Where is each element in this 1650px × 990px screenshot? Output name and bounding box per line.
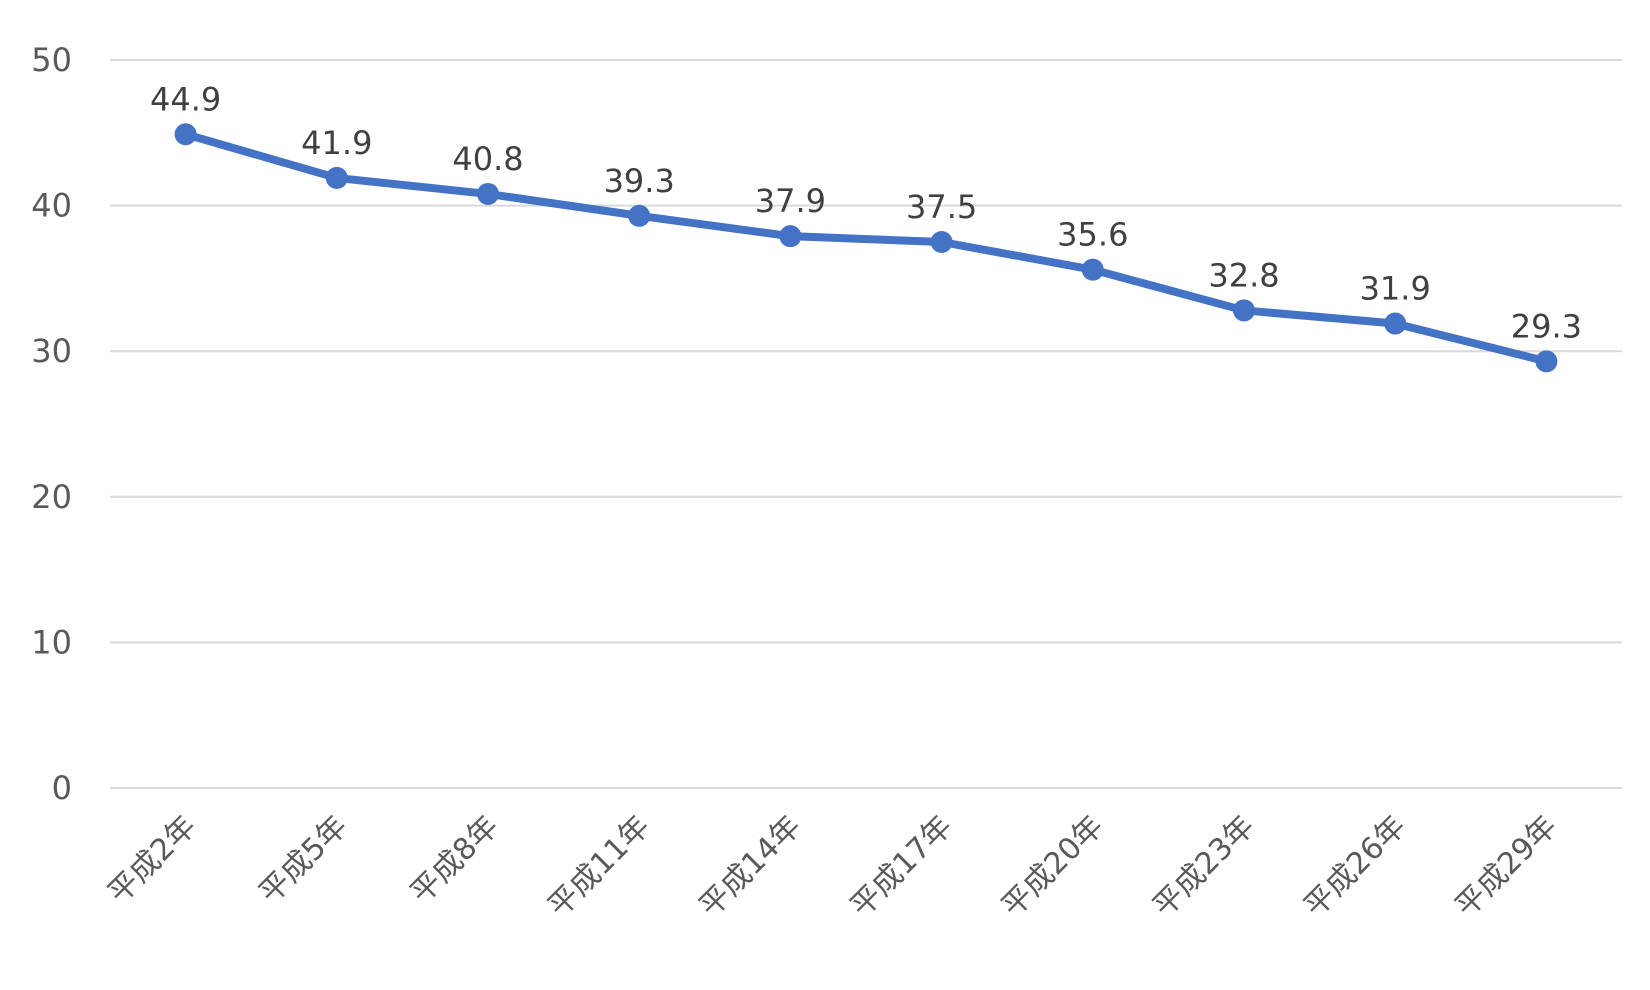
- data-label: 37.5: [906, 188, 977, 226]
- data-label: 29.3: [1511, 307, 1582, 345]
- data-labels: 44.9 41.9 40.8 39.3 37.9 37.5 35.6 32.8 31.9 29.3: [150, 80, 1582, 345]
- x-tick-label: 平成20年: [995, 809, 1110, 924]
- y-axis-labels: 0 10 20 30 40 50: [31, 41, 72, 807]
- series-line: [181, 130, 1551, 366]
- data-label: 41.9: [301, 124, 372, 162]
- data-point: [628, 204, 651, 227]
- gridlines: [110, 59, 1622, 789]
- data-point: [1081, 258, 1104, 281]
- x-tick-label: 平成23年: [1146, 809, 1261, 924]
- data-label: 32.8: [1208, 256, 1279, 294]
- data-point: [1384, 312, 1407, 335]
- y-tick-label: 10: [31, 623, 72, 661]
- data-point: [1233, 299, 1255, 322]
- x-tick-label: 平成2年: [101, 809, 203, 911]
- data-label: 31.9: [1360, 270, 1431, 308]
- data-point: [477, 182, 499, 205]
- data-label: 37.9: [755, 182, 826, 220]
- data-point: [779, 225, 802, 248]
- data-label: 35.6: [1057, 216, 1128, 254]
- series-group: [174, 123, 1558, 373]
- y-tick-label: 40: [31, 187, 72, 225]
- y-tick-label: 50: [31, 41, 72, 79]
- x-tick-label: 平成5年: [253, 809, 355, 911]
- data-point: [1535, 350, 1558, 373]
- y-tick-label: 0: [52, 769, 72, 807]
- data-point: [174, 123, 197, 146]
- x-tick-label: 平成14年: [693, 809, 808, 924]
- x-tick-label: 平成26年: [1297, 809, 1412, 924]
- data-label: 44.9: [150, 80, 221, 118]
- data-point: [325, 166, 348, 189]
- x-tick-label: 平成17年: [844, 809, 959, 924]
- x-axis-labels: 平成2年 平成5年 平成8年 平成11年 平成14年 平成17年 平成20年 平成23年 平成2…: [101, 809, 1564, 924]
- x-tick-label: 平成11年: [541, 809, 656, 924]
- data-point: [930, 231, 953, 253]
- data-label: 39.3: [604, 162, 675, 200]
- y-tick-label: 30: [31, 332, 72, 370]
- data-label: 40.8: [452, 140, 523, 178]
- x-tick-label: 平成8年: [404, 809, 506, 911]
- y-tick-label: 20: [31, 478, 72, 516]
- x-tick-label: 平成29年: [1449, 809, 1564, 924]
